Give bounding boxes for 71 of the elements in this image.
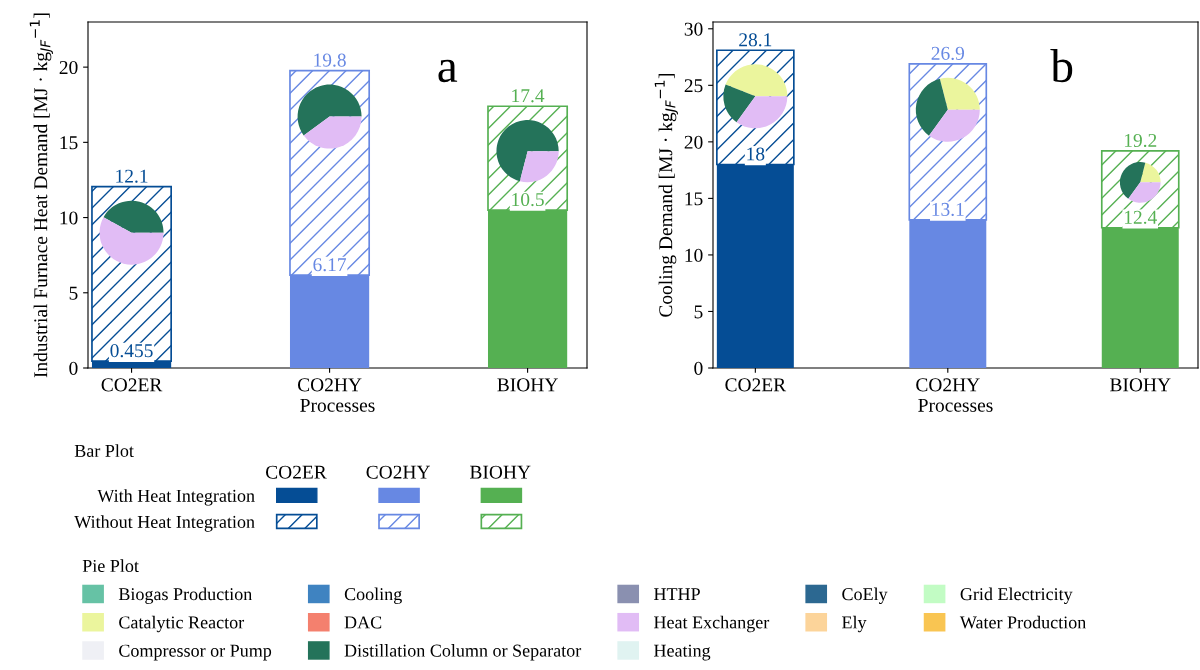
x-tick-label: BIOHY — [1110, 378, 1171, 392]
data-label: 0.455 — [110, 344, 153, 358]
pie-slice — [725, 64, 788, 97]
y-tick-label: 5 — [694, 305, 703, 319]
y-tick-label: 15 — [685, 192, 703, 206]
data-label: 6.17 — [313, 258, 347, 272]
legend-label: DAC — [344, 616, 382, 629]
legend-label: Catalytic Reactor — [119, 615, 245, 633]
pie-slice — [303, 116, 362, 149]
total-label: 17.4 — [512, 89, 545, 103]
pie-slice — [1119, 162, 1146, 199]
y-tick-label: 25 — [684, 79, 703, 93]
y-tick-label: 20 — [684, 135, 703, 149]
x-tick-label: CO2HY — [297, 378, 362, 392]
pie-slice — [99, 217, 164, 265]
legend-label: CoEly — [842, 587, 888, 604]
legend-label: Biogas Production — [118, 587, 252, 604]
pie-slice — [496, 120, 559, 182]
y-tick-label: 30 — [684, 22, 703, 36]
legend-title: Bar Plot — [74, 444, 134, 457]
legend-label: Ely — [842, 615, 867, 633]
legend-label: Compressor or Pump — [119, 644, 272, 661]
data-label: 12.4 — [1124, 210, 1157, 224]
pie-slice — [1140, 162, 1161, 183]
legend-label: Distillation Column or Separator — [344, 644, 582, 661]
total-label: 28.1 — [739, 33, 772, 47]
pie-slice — [736, 96, 788, 129]
data-label: 18 — [747, 147, 765, 161]
legend-label: HTHP — [654, 588, 700, 601]
x-tick-label: BIOHY — [497, 378, 558, 392]
legend-label: Heat Exchanger — [654, 615, 770, 633]
category-label: BIOHY — [470, 465, 531, 479]
legend-title: Pie Plot — [82, 559, 139, 573]
legend-label: Heating — [654, 644, 711, 661]
x-tick-label: CO2HY — [916, 378, 980, 392]
pie-slice — [519, 151, 559, 183]
legend-label: Without Heat Integration — [74, 515, 255, 532]
x-tick-label: CO2ER — [101, 378, 163, 392]
y-tick-label: 10 — [685, 248, 703, 262]
total-label: 12.1 — [116, 169, 148, 183]
total-label: 19.2 — [1124, 133, 1157, 148]
legend-label: Grid Electricity — [960, 587, 1073, 604]
pie-slice — [915, 78, 948, 136]
category-label: CO2HY — [366, 465, 431, 479]
annotation: b — [1050, 49, 1073, 83]
y-axis-title: Industrial Furnace Heat Demand [MJ · kg$_{JF}$$^{−1}$] — [29, 13, 54, 378]
total-label: 19.8 — [314, 53, 346, 67]
y-tick-label: 0 — [69, 361, 78, 375]
legend-label: Water Production — [959, 615, 1086, 629]
category-label: CO2ER — [265, 465, 327, 479]
data-label: 10.5 — [512, 192, 544, 207]
pie-slice — [723, 84, 756, 123]
pie-slice — [297, 84, 362, 136]
y-tick-label: 15 — [60, 136, 78, 150]
pie-slice — [103, 200, 164, 233]
legend-label: Cooling — [344, 587, 402, 604]
data-label: 13.1 — [932, 202, 964, 217]
x-axis-title: Processes — [300, 398, 375, 412]
x-tick-label: CO2ER — [725, 378, 787, 392]
y-axis-title: Cooling Demand [MJ · kg$_{JF}$$^{−1}$] — [654, 73, 679, 317]
x-axis-title: Processes — [918, 398, 993, 412]
total-label: 26.9 — [931, 46, 965, 60]
pie-slice — [1128, 182, 1161, 203]
legend-label: With Heat Integration — [97, 489, 255, 506]
y-tick-label: 10 — [60, 211, 78, 225]
y-tick-label: 0 — [694, 361, 703, 375]
pie-slice — [928, 109, 980, 142]
y-tick-label: 5 — [69, 286, 78, 300]
pie-slice — [939, 77, 980, 110]
annotation: a — [438, 59, 458, 83]
y-tick-label: 20 — [59, 60, 78, 75]
